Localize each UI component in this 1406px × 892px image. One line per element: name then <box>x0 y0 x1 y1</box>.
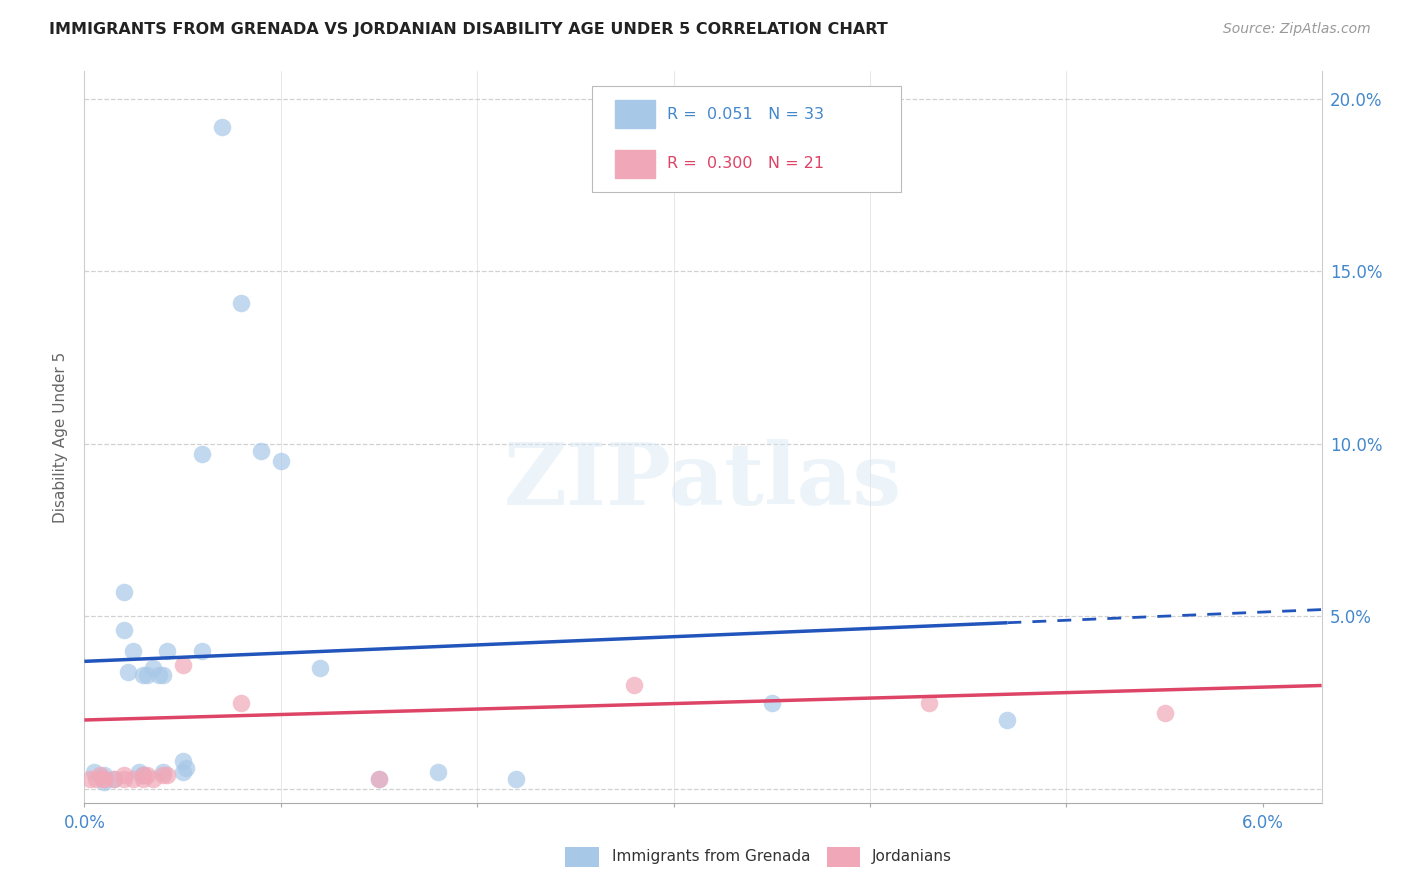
Point <box>112 585 135 599</box>
Bar <box>616 101 655 128</box>
Text: Immigrants from Grenada: Immigrants from Grenada <box>612 849 810 863</box>
Point <box>250 443 273 458</box>
Point <box>136 768 159 782</box>
Point <box>623 678 645 692</box>
Point <box>136 668 159 682</box>
Text: ZIPatlas: ZIPatlas <box>503 439 903 523</box>
Point <box>172 764 194 779</box>
Point <box>176 761 198 775</box>
Point <box>93 768 115 782</box>
Text: Jordanians: Jordanians <box>872 849 952 863</box>
Point <box>231 295 253 310</box>
Point <box>122 772 145 786</box>
Point <box>142 772 165 786</box>
Point <box>128 764 150 779</box>
FancyBboxPatch shape <box>592 86 901 192</box>
Point <box>148 668 170 682</box>
Point <box>84 772 107 786</box>
Point <box>211 120 233 134</box>
Point <box>132 768 155 782</box>
Point <box>426 764 449 779</box>
Point <box>103 772 125 786</box>
Point <box>152 768 174 782</box>
Point <box>152 668 174 682</box>
Point <box>112 624 135 638</box>
Point <box>132 768 155 782</box>
Point <box>156 644 179 658</box>
Point <box>132 668 155 682</box>
Text: Source: ZipAtlas.com: Source: ZipAtlas.com <box>1223 22 1371 37</box>
Point <box>505 772 527 786</box>
Point <box>191 644 214 658</box>
Text: R =  0.051   N = 33: R = 0.051 N = 33 <box>666 107 824 122</box>
Text: IMMIGRANTS FROM GRENADA VS JORDANIAN DISABILITY AGE UNDER 5 CORRELATION CHART: IMMIGRANTS FROM GRENADA VS JORDANIAN DIS… <box>49 22 889 37</box>
Point <box>112 772 135 786</box>
Point <box>309 661 332 675</box>
Point <box>93 772 115 786</box>
Point <box>103 772 125 786</box>
Point <box>93 772 115 786</box>
Point <box>132 768 155 782</box>
Point <box>93 775 115 789</box>
Point <box>368 772 391 786</box>
Point <box>172 755 194 769</box>
Point <box>368 772 391 786</box>
Point <box>112 768 135 782</box>
Point <box>156 768 179 782</box>
Point <box>761 696 783 710</box>
Point <box>231 696 253 710</box>
Point <box>270 454 292 468</box>
Point <box>172 657 194 672</box>
Point <box>117 665 139 679</box>
Point <box>79 772 101 786</box>
Point <box>918 696 941 710</box>
Point <box>1153 706 1175 720</box>
Point <box>89 768 111 782</box>
Point <box>122 644 145 658</box>
Text: R =  0.300   N = 21: R = 0.300 N = 21 <box>666 156 824 171</box>
Y-axis label: Disability Age Under 5: Disability Age Under 5 <box>53 351 69 523</box>
Point <box>152 764 174 779</box>
Point <box>132 772 155 786</box>
Point <box>997 713 1019 727</box>
Point <box>83 764 105 779</box>
Point <box>191 447 214 461</box>
Point <box>142 661 165 675</box>
Bar <box>616 150 655 178</box>
